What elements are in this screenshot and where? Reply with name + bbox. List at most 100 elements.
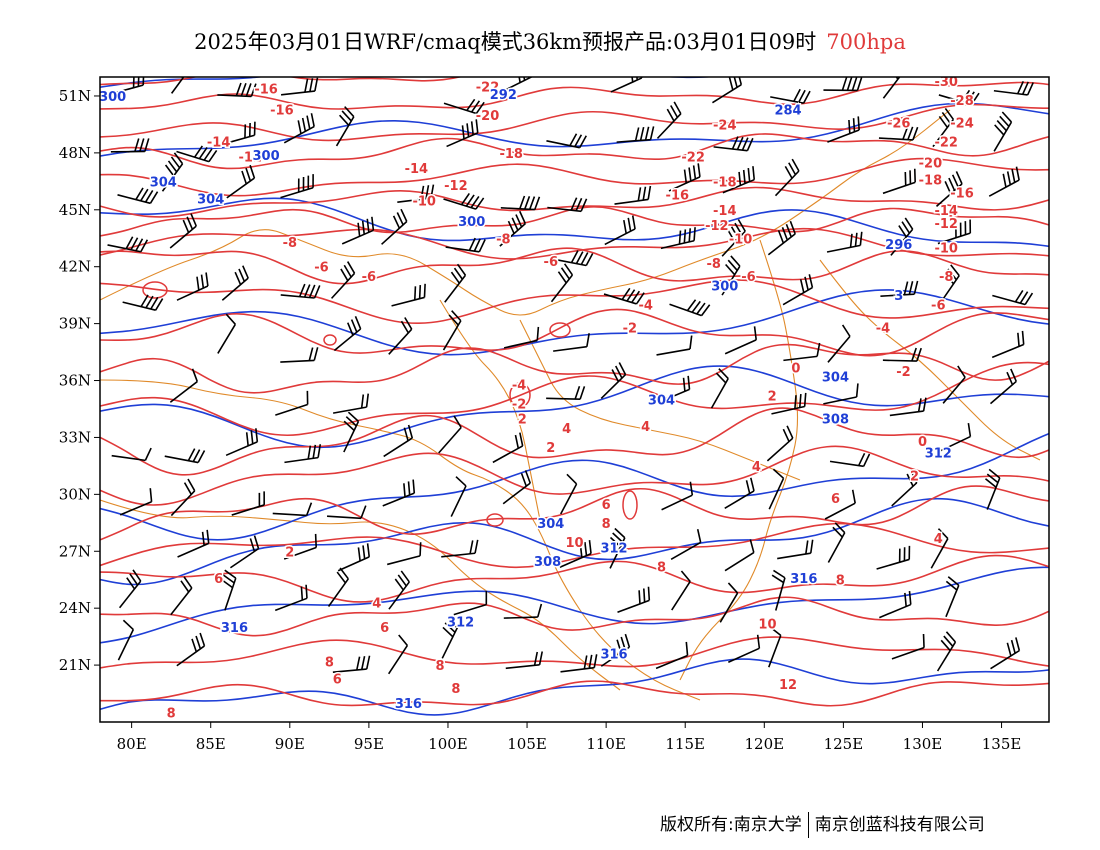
temperature-cell: [509, 382, 531, 408]
temperature-label: -20: [919, 156, 943, 171]
temperature-isotherm: [100, 227, 1049, 260]
wind-barb: [656, 101, 682, 139]
boundary-line: [819, 259, 1041, 461]
wind-barb: [603, 287, 645, 305]
wind-barb: [446, 119, 479, 148]
wind-barb: [930, 528, 949, 569]
temperature-label: -12: [705, 219, 729, 234]
x-tick-label: 100E: [428, 735, 468, 753]
map-title: 2025年03月01日WRF/cmaq模式36km预报产品:03月01日09时 7…: [0, 26, 1100, 56]
temperature-isotherm: [100, 485, 1049, 541]
wind-barb: [713, 136, 754, 152]
wind-barb: [397, 184, 435, 203]
wind-barb: [217, 313, 237, 354]
geopotential-isoline: [100, 658, 1049, 716]
wind-barb: [559, 473, 578, 515]
wind-barb: [945, 576, 960, 618]
wind-barb: [657, 375, 691, 404]
temperature-label: -8: [283, 236, 297, 251]
wind-barb: [719, 582, 739, 623]
wind-barb: [656, 335, 693, 356]
wind-barb: [767, 220, 796, 256]
wind-barb: [879, 590, 912, 619]
temperature-isotherm: [100, 103, 1049, 142]
temperature-isotherm: [100, 186, 1049, 218]
temperature-cell: [323, 334, 337, 346]
wind-barb: [724, 477, 755, 510]
geopotential-isoline: [100, 197, 1049, 248]
wind-barb: [939, 422, 972, 452]
wind-barb: [614, 185, 652, 205]
wind-barb: [443, 192, 485, 210]
wind-barb: [382, 479, 416, 507]
wind-barb: [492, 432, 524, 464]
temperature-label: -10: [729, 232, 753, 247]
temperature-cell: [622, 490, 638, 520]
wind-barb: [111, 447, 152, 462]
wind-barb: [164, 448, 206, 464]
geopotential-contours: [100, 77, 1049, 716]
geopotential-isoline: [100, 566, 1049, 644]
wind-barb: [823, 383, 859, 405]
wind-barb: [169, 213, 197, 249]
wind-barb: [502, 77, 534, 92]
wind-barb: [500, 195, 541, 211]
temperature-label: -10: [934, 242, 958, 257]
temperature-isotherm: [100, 77, 464, 86]
wind-barb: [616, 126, 655, 143]
temperature-isotherm: [100, 361, 1049, 437]
geopotential-label: 316: [395, 697, 422, 712]
wind-barb: [876, 545, 911, 570]
wind-barb: [609, 527, 626, 569]
wind-barb: [721, 255, 741, 296]
temperature-label: -14: [934, 204, 958, 219]
wind-barb: [443, 98, 485, 115]
y-tick-label: 27N: [59, 542, 91, 560]
x-tick-label: 90E: [275, 735, 305, 753]
temperature-isotherm: [100, 279, 1049, 325]
wind-barb: [391, 283, 426, 307]
temperature-label: -18: [919, 173, 943, 188]
temperature-label: -6: [741, 270, 755, 285]
wind-barb: [107, 236, 149, 253]
temperature-isotherm: [100, 133, 1049, 170]
wind-barb: [383, 424, 414, 458]
geopotential-labels: 300 2923003043043002843002963304304308312…: [100, 87, 953, 714]
temperature-label: 8: [836, 574, 845, 589]
geopotential-label: 300: [253, 149, 280, 164]
country-boundaries: [100, 109, 1041, 701]
wind-barb: [280, 283, 321, 299]
temperature-label: -16: [254, 82, 278, 97]
temperature-label: 6: [214, 572, 223, 587]
y-tick-label: 36N: [59, 372, 91, 390]
temperature-label: -8: [706, 257, 720, 272]
temperature-isotherm: [100, 636, 1049, 669]
wind-barb: [771, 569, 786, 611]
temperature-label: 8: [657, 560, 666, 575]
temperature-label: 8: [602, 517, 611, 532]
temperature-label: -12: [444, 179, 468, 194]
temperature-label: 4: [562, 422, 571, 437]
wind-barb: [712, 77, 743, 104]
wind-barb: [502, 470, 531, 505]
temperature-isotherm: [100, 247, 1049, 285]
temperature-label: -14: [207, 136, 231, 151]
wind-barb: [505, 651, 544, 670]
wind-barb: [668, 163, 701, 192]
wind-barb: [891, 470, 918, 507]
wind-barb: [550, 263, 574, 303]
wind-barb: [388, 570, 410, 610]
temperature-label: 8: [436, 659, 445, 674]
geopotential-isoline: [100, 497, 1049, 586]
y-tick-label: 24N: [59, 599, 91, 617]
wind-barb: [217, 82, 257, 98]
temperature-label: -24: [950, 117, 974, 132]
wind-barb: [777, 539, 814, 560]
wind-barb: [553, 333, 590, 352]
boundary-line: [100, 109, 951, 316]
wind-barb: [661, 481, 694, 511]
wind-barb: [710, 368, 729, 409]
wind-barb: [721, 219, 746, 257]
wind-barb: [444, 263, 467, 303]
